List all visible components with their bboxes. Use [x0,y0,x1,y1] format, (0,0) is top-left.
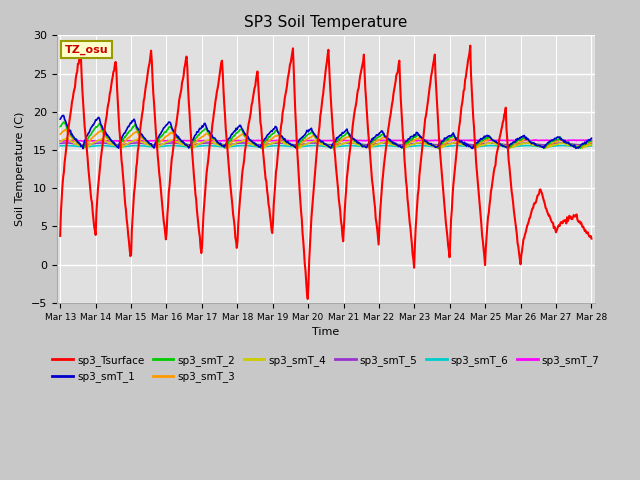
sp3_smT_4 [67,138,74,144]
sp3_smT_3 [122,138,129,144]
sp3_smT_3 [56,132,64,137]
Title: SP3 Soil Temperature: SP3 Soil Temperature [244,15,408,30]
Line: sp3_smT_6: sp3_smT_6 [60,145,591,147]
sp3_smT_6 [56,143,64,149]
sp3_smT_6 [66,143,74,149]
sp3_smT_4 [175,140,183,145]
Line: sp3_smT_7: sp3_smT_7 [60,140,591,141]
Line: sp3_smT_4: sp3_smT_4 [60,138,591,148]
sp3_smT_6 [588,143,595,149]
Line: sp3_Tsurface: sp3_Tsurface [60,46,591,299]
sp3_smT_7 [588,137,595,143]
sp3_smT_4 [122,143,129,148]
sp3_smT_4 [588,142,595,147]
sp3_smT_2 [588,138,595,144]
sp3_smT_6 [204,143,212,148]
sp3_smT_6 [151,144,159,150]
sp3_smT_2 [60,119,68,125]
Text: TZ_osu: TZ_osu [65,45,108,55]
sp3_smT_2 [56,124,64,130]
Legend: sp3_Tsurface, sp3_smT_1, sp3_smT_2, sp3_smT_3, sp3_smT_4, sp3_smT_5, sp3_smT_6, : sp3_Tsurface, sp3_smT_1, sp3_smT_2, sp3_… [48,351,604,386]
sp3_smT_3 [204,131,211,137]
sp3_smT_5 [204,140,212,146]
sp3_smT_5 [120,142,128,147]
sp3_smT_6 [169,143,177,148]
sp3_smT_4 [392,142,399,148]
sp3_smT_7 [550,137,557,143]
Line: sp3_smT_3: sp3_smT_3 [60,129,591,148]
Line: sp3_smT_5: sp3_smT_5 [60,143,591,145]
sp3_smT_5 [56,141,64,146]
sp3_smT_2 [435,145,442,151]
Y-axis label: Soil Temperature (C): Soil Temperature (C) [15,112,25,226]
X-axis label: Time: Time [312,327,339,337]
sp3_smT_2 [204,128,211,134]
sp3_smT_3 [588,139,595,145]
sp3_Tsurface [175,105,182,111]
sp3_smT_4 [407,142,415,148]
sp3_Tsurface [56,233,64,239]
sp3_smT_3 [407,139,415,145]
sp3_Tsurface [66,116,74,122]
sp3_Tsurface [467,43,474,48]
sp3_Tsurface [391,83,399,88]
sp3_smT_7 [115,138,122,144]
sp3_smT_7 [122,138,129,144]
sp3_smT_5 [407,141,415,147]
sp3_Tsurface [120,192,128,198]
sp3_smT_1 [79,146,87,152]
sp3_smT_3 [392,141,399,147]
sp3_smT_1 [176,136,184,142]
sp3_smT_1 [67,128,74,133]
sp3_smT_7 [56,138,64,144]
sp3_smT_5 [169,140,177,146]
sp3_smT_5 [176,141,184,146]
sp3_Tsurface [406,225,414,231]
sp3_smT_1 [204,128,212,134]
sp3_smT_7 [391,138,399,144]
sp3_smT_5 [66,140,74,146]
sp3_Tsurface [588,236,595,241]
Line: sp3_smT_2: sp3_smT_2 [60,122,591,148]
sp3_smT_1 [122,128,130,133]
sp3_smT_6 [407,144,415,149]
sp3_smT_4 [204,138,211,144]
sp3_Tsurface [203,171,211,177]
sp3_Tsurface [304,296,312,302]
sp3_smT_6 [120,144,128,149]
sp3_smT_2 [122,134,129,140]
sp3_smT_2 [391,141,399,146]
sp3_smT_7 [66,138,74,144]
sp3_smT_7 [175,138,183,144]
sp3_smT_7 [406,138,414,144]
sp3_smT_3 [67,133,74,139]
sp3_smT_5 [151,142,159,148]
sp3_smT_2 [67,131,74,137]
sp3_smT_4 [56,139,64,144]
sp3_smT_1 [588,135,595,141]
sp3_smT_1 [60,112,67,118]
sp3_smT_3 [175,137,183,143]
sp3_smT_1 [56,116,64,122]
sp3_smT_4 [64,135,72,141]
Line: sp3_smT_1: sp3_smT_1 [60,115,591,149]
sp3_smT_5 [588,141,595,146]
sp3_smT_5 [392,141,399,147]
sp3_smT_2 [406,136,414,142]
sp3_smT_3 [62,126,70,132]
sp3_smT_7 [204,138,211,144]
sp3_smT_6 [392,144,399,149]
sp3_smT_6 [176,143,184,149]
sp3_smT_2 [175,136,183,142]
sp3_smT_1 [407,133,415,139]
sp3_smT_1 [392,140,399,146]
sp3_smT_4 [295,145,303,151]
sp3_smT_3 [223,145,231,151]
